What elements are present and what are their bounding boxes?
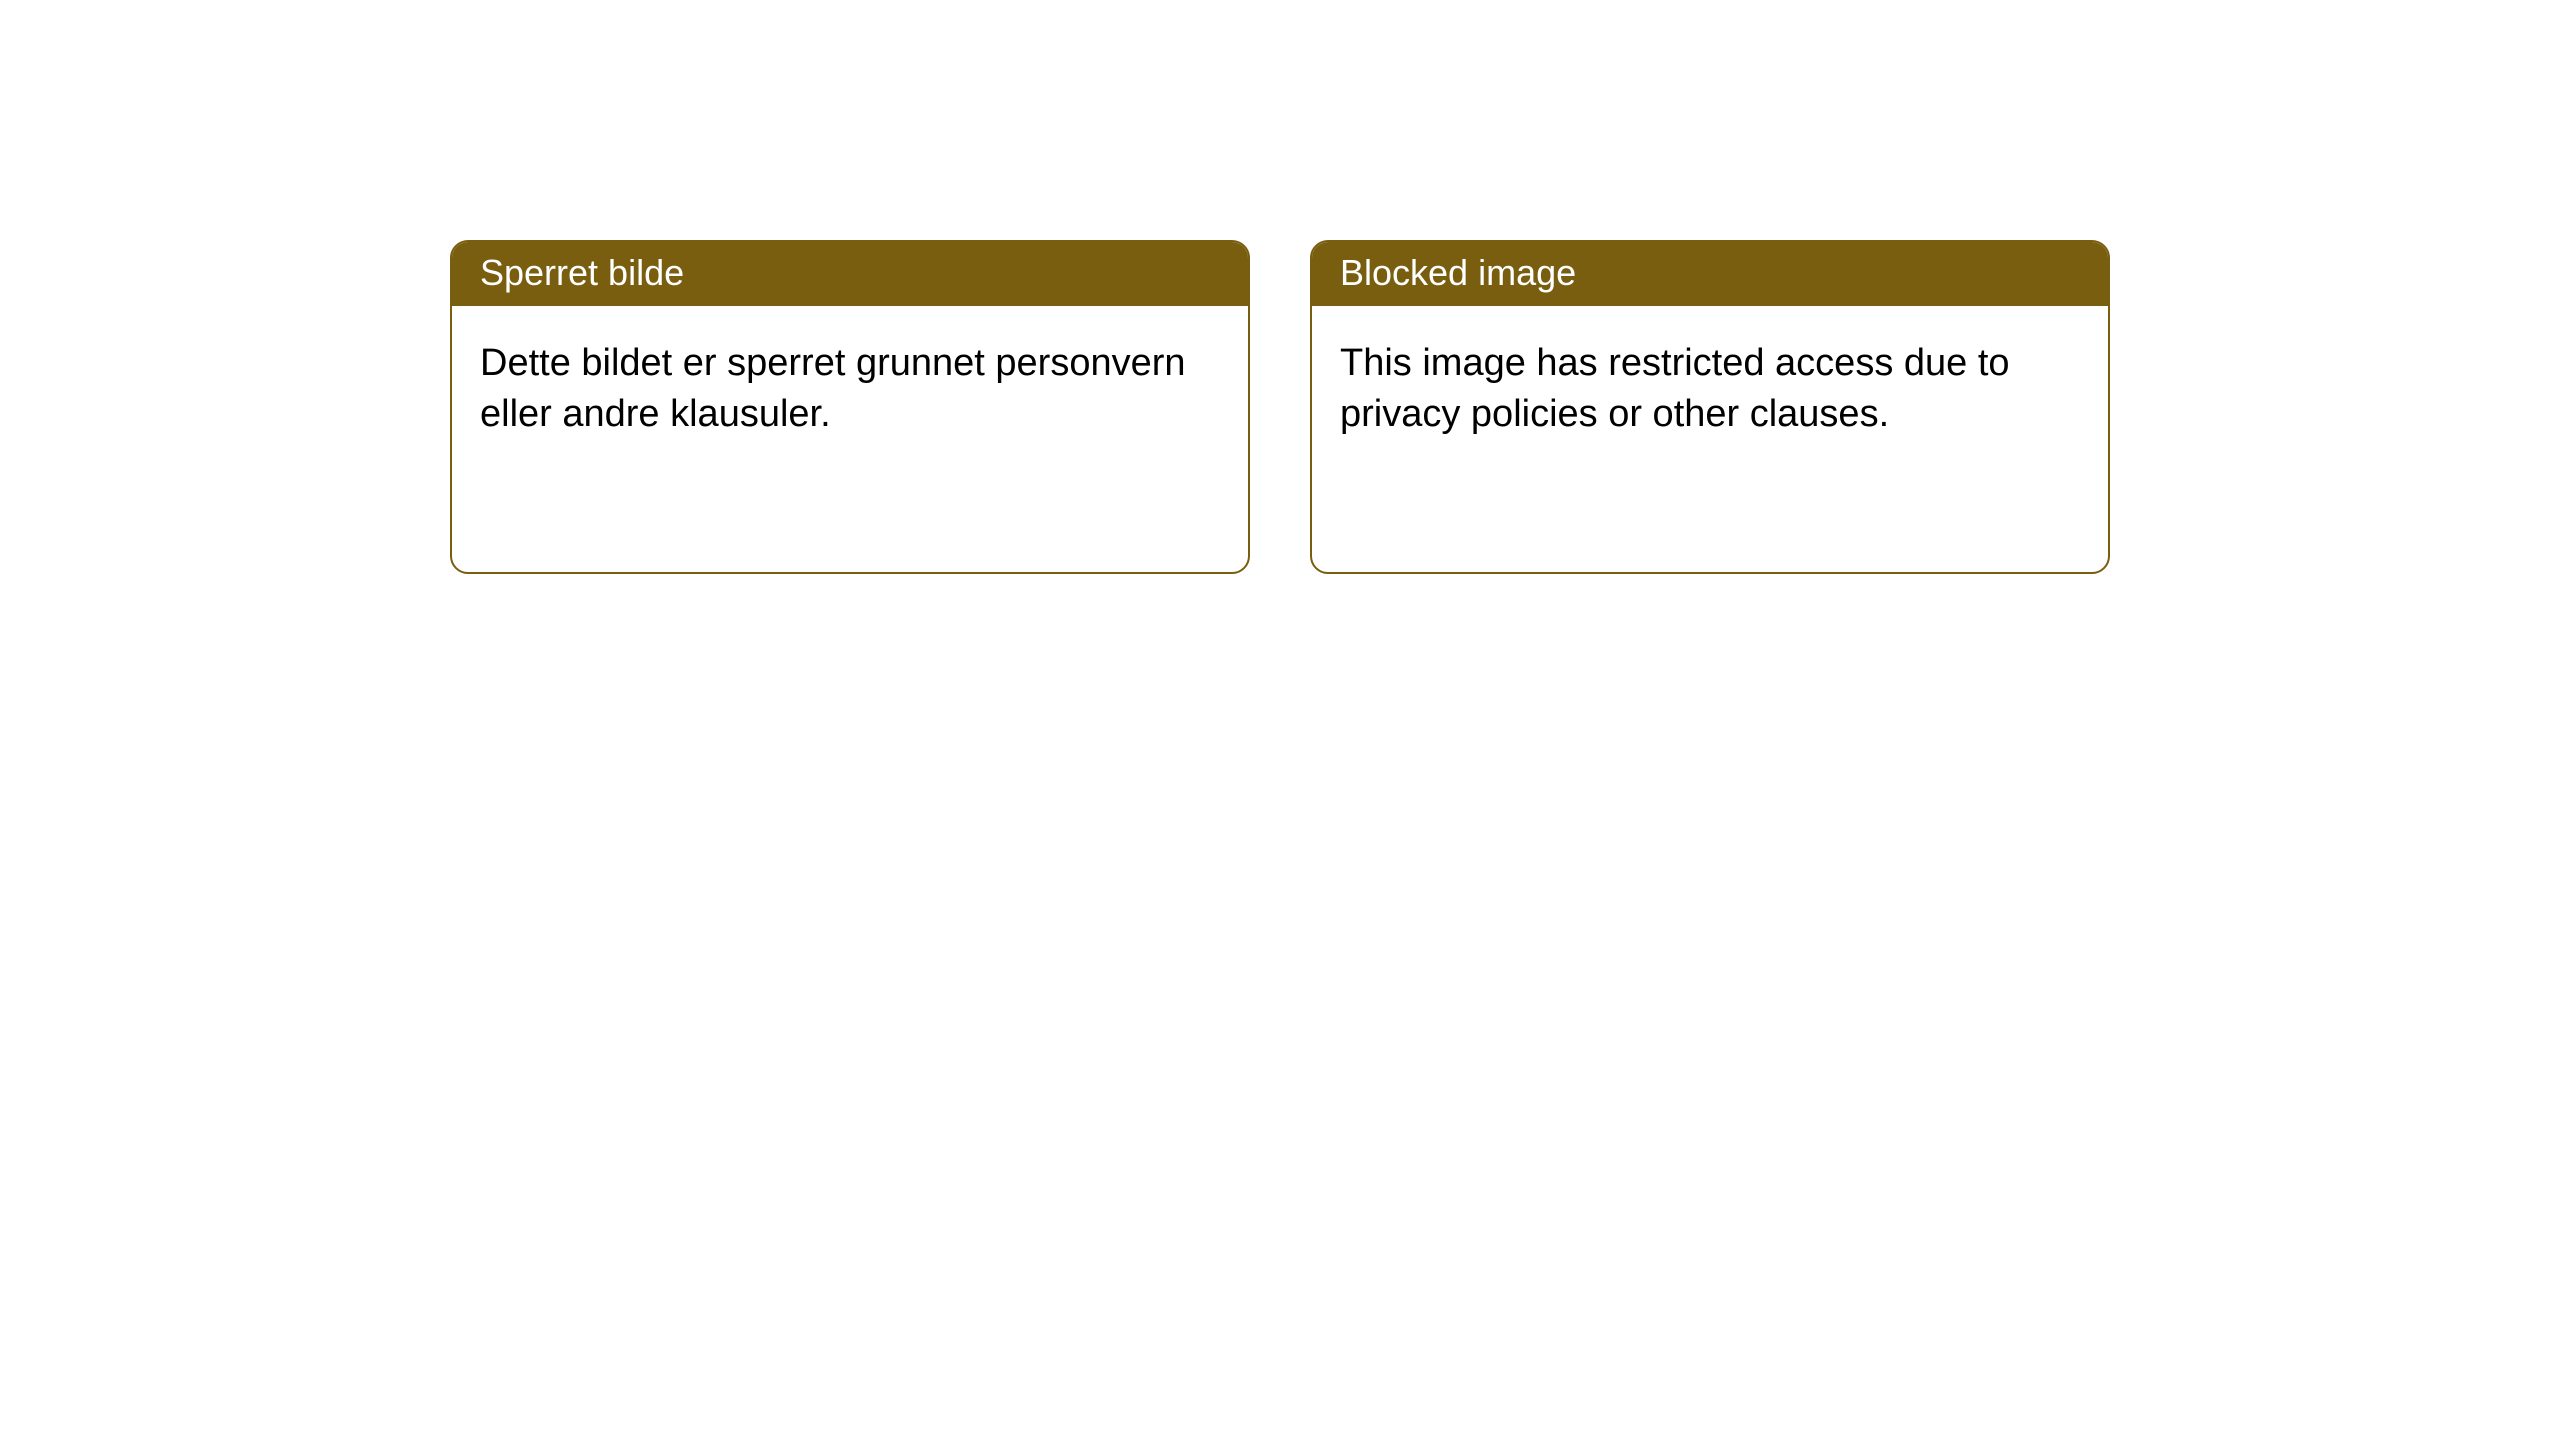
card-body: Dette bildet er sperret grunnet personve… [452,306,1248,473]
card-body-text: Dette bildet er sperret grunnet personve… [480,342,1186,435]
card-body: This image has restricted access due to … [1312,306,2108,473]
card-body-text: This image has restricted access due to … [1340,342,2010,435]
notice-container: Sperret bilde Dette bildet er sperret gr… [450,240,2110,574]
card-title: Sperret bilde [480,252,684,293]
card-title: Blocked image [1340,252,1576,293]
card-header: Blocked image [1312,242,2108,306]
notice-card-english: Blocked image This image has restricted … [1310,240,2110,574]
notice-card-norwegian: Sperret bilde Dette bildet er sperret gr… [450,240,1250,574]
card-header: Sperret bilde [452,242,1248,306]
